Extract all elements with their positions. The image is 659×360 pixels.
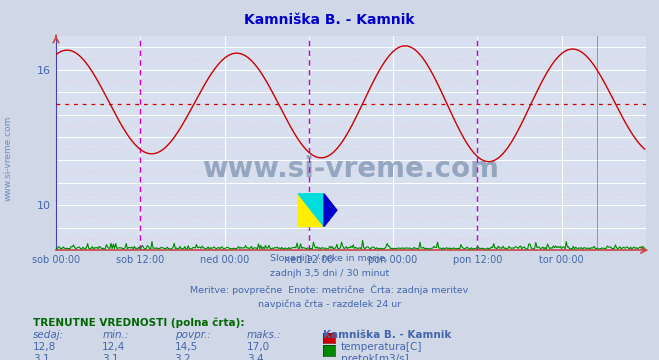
Text: 12,4: 12,4 — [102, 342, 125, 352]
Text: temperatura[C]: temperatura[C] — [341, 342, 422, 352]
Text: 17,0: 17,0 — [247, 342, 270, 352]
Text: 3,1: 3,1 — [33, 354, 49, 360]
Text: 3,4: 3,4 — [247, 354, 264, 360]
Text: TRENUTNE VREDNOSTI (polna črta):: TRENUTNE VREDNOSTI (polna črta): — [33, 318, 244, 328]
Text: povpr.:: povpr.: — [175, 330, 210, 341]
Text: 12,8: 12,8 — [33, 342, 56, 352]
Text: Meritve: povprečne  Enote: metrične  Črta: zadnja meritev: Meritve: povprečne Enote: metrične Črta:… — [190, 284, 469, 294]
Polygon shape — [324, 194, 337, 226]
Polygon shape — [299, 194, 324, 226]
Text: Kamniška B. - Kamnik: Kamniška B. - Kamnik — [244, 13, 415, 27]
Text: pretok[m3/s]: pretok[m3/s] — [341, 354, 409, 360]
Text: navpična črta - razdelek 24 ur: navpična črta - razdelek 24 ur — [258, 299, 401, 309]
Polygon shape — [299, 194, 324, 226]
Text: 14,5: 14,5 — [175, 342, 198, 352]
Text: www.si-vreme.com: www.si-vreme.com — [3, 116, 13, 201]
Text: maks.:: maks.: — [247, 330, 282, 341]
Text: min.:: min.: — [102, 330, 129, 341]
Text: 3,2: 3,2 — [175, 354, 191, 360]
Text: Slovenija / reke in morje.: Slovenija / reke in morje. — [270, 254, 389, 263]
Text: Kamniška B. - Kamnik: Kamniška B. - Kamnik — [323, 330, 451, 341]
Text: www.si-vreme.com: www.si-vreme.com — [202, 155, 500, 183]
Text: 3,1: 3,1 — [102, 354, 119, 360]
Text: sedaj:: sedaj: — [33, 330, 64, 341]
Text: zadnjh 3,5 dni / 30 minut: zadnjh 3,5 dni / 30 minut — [270, 269, 389, 278]
